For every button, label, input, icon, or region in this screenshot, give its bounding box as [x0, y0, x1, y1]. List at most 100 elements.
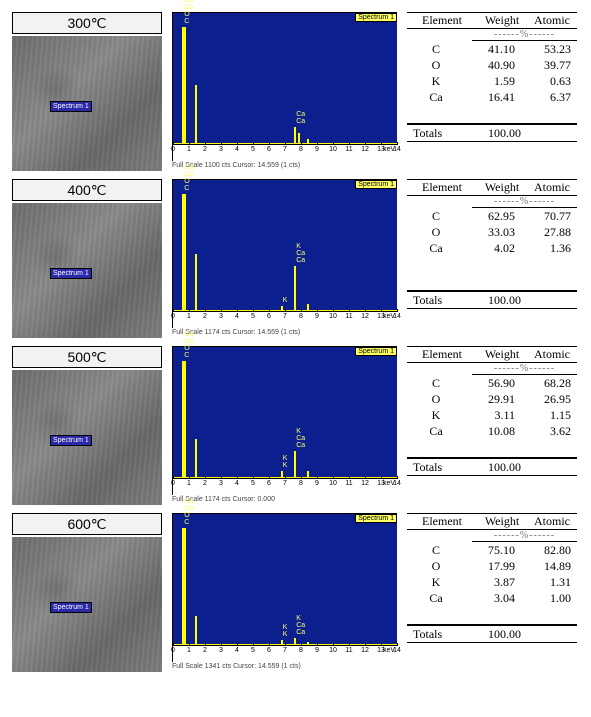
peak-label: Ca — [296, 257, 305, 264]
cell-atomic: 68.28 — [521, 375, 577, 391]
axis-tick-label: 5 — [251, 313, 255, 320]
eds-spectrum: Spectrum 1COCaCaKKCaCaK01234567891011121… — [172, 346, 397, 505]
table-header: ElementWeightAtomic — [407, 346, 577, 363]
spectrum-peak — [294, 127, 296, 145]
sem-image: Spectrum 1 — [12, 203, 162, 338]
totals-label: Totals — [407, 626, 471, 642]
peak-label: Ca — [184, 498, 193, 505]
peak-label: O — [184, 178, 189, 185]
peak-label: O — [184, 345, 189, 352]
temperature-label: 400℃ — [12, 179, 162, 201]
cell-weight: 40.90 — [465, 57, 521, 73]
peak-label: K — [296, 615, 301, 622]
axis-tick-label: 7 — [283, 480, 287, 487]
cell-atomic: 3.62 — [521, 423, 577, 439]
peak-label: O — [184, 512, 189, 519]
spectrum-peak — [294, 451, 296, 479]
axis-tick-label: 9 — [315, 647, 319, 654]
axis-tick-label: 7 — [283, 313, 287, 320]
spectrum-peak — [294, 266, 296, 312]
cell-element: O — [407, 224, 465, 240]
axis-tick-label: 5 — [251, 647, 255, 654]
totals-label: Totals — [407, 459, 471, 475]
totals-value: 100.00 — [471, 292, 527, 308]
spectrum-peak — [182, 528, 186, 646]
cell-element: Ca — [407, 240, 465, 256]
axis-tick-label: 2 — [203, 146, 207, 153]
peak-label: Ca — [296, 629, 305, 636]
table-row: Ca16.416.37 — [407, 89, 577, 105]
spectrum-peak — [195, 439, 197, 479]
col-element: Element — [407, 13, 477, 28]
peak-label: O — [184, 11, 189, 18]
axis-tick-label: 9 — [315, 313, 319, 320]
totals-label: Totals — [407, 125, 471, 141]
cell-atomic: 39.77 — [521, 57, 577, 73]
composition-table: ElementWeightAtomic------%------C75.1082… — [407, 513, 577, 672]
axis-unit: keV — [383, 146, 395, 153]
composition-table: ElementWeightAtomic------%------C62.9570… — [407, 179, 577, 338]
col-element: Element — [407, 514, 477, 529]
temperature-label: 500℃ — [12, 346, 162, 368]
axis-tick-label: 10 — [329, 146, 337, 153]
peak-label: Ca — [296, 250, 305, 257]
percent-label: ------%------ — [472, 196, 577, 208]
axis-tick-label: 2 — [203, 480, 207, 487]
axis-tick-label: 3 — [219, 647, 223, 654]
axis-tick-label: 0 — [171, 146, 175, 153]
panel-row: 400℃Spectrum 1Spectrum 1COCaCaKCaCaK0123… — [12, 179, 579, 338]
col-element: Element — [407, 347, 477, 362]
cell-weight: 33.03 — [465, 224, 521, 240]
cell-atomic: 1.31 — [521, 574, 577, 590]
spectrum-peak — [182, 27, 186, 145]
spectrum-peak — [195, 85, 197, 145]
axis-unit: keV — [383, 480, 395, 487]
cell-weight: 4.02 — [465, 240, 521, 256]
cell-atomic: 26.95 — [521, 391, 577, 407]
axis-tick-label: 7 — [283, 647, 287, 654]
axis-tick-label: 1 — [187, 146, 191, 153]
percent-label: ------%------ — [472, 530, 577, 542]
col-atomic: Atomic — [527, 180, 577, 195]
peak-label: K — [296, 428, 301, 435]
table-row: C56.9068.28 — [407, 375, 577, 391]
temperature-label: 300℃ — [12, 12, 162, 34]
peak-label: Ca — [296, 435, 305, 442]
col-element: Element — [407, 180, 477, 195]
table-header: ElementWeightAtomic — [407, 513, 577, 530]
peak-label: K — [296, 243, 301, 250]
cell-element: K — [407, 574, 465, 590]
cell-atomic: 0.63 — [521, 73, 577, 89]
cell-weight: 16.41 — [465, 89, 521, 105]
cell-element: C — [407, 41, 465, 57]
table-row: O40.9039.77 — [407, 57, 577, 73]
cell-element: C — [407, 375, 465, 391]
spectrum-peak — [195, 254, 197, 312]
axis-tick-label: 1 — [187, 480, 191, 487]
axis-tick-label: 8 — [299, 313, 303, 320]
table-row: Ca3.041.00 — [407, 590, 577, 606]
sem-panel: 500℃ Spectrum 1 — [12, 346, 162, 505]
spectrum-badge: Spectrum 1 — [355, 180, 397, 189]
cell-element: O — [407, 391, 465, 407]
cell-atomic: 1.15 — [521, 407, 577, 423]
axis-tick-label: 8 — [299, 480, 303, 487]
cell-weight: 56.90 — [465, 375, 521, 391]
axis-tick-label: 2 — [203, 647, 207, 654]
table-body: C75.1082.80O17.9914.89K3.871.31Ca3.041.0… — [407, 542, 577, 614]
peak-label: Ca — [184, 4, 193, 11]
col-atomic: Atomic — [527, 13, 577, 28]
spectrum-caption: Full Scale 1100 cts Cursor: 14.559 (1 ct… — [172, 161, 397, 171]
axis-tick-label: 6 — [267, 146, 271, 153]
axis-tick-label: 10 — [329, 313, 337, 320]
panel-row: 300℃Spectrum 1Spectrum 1COCaCaCaCa012345… — [12, 12, 579, 171]
axis-tick-label: 3 — [219, 313, 223, 320]
cell-element: C — [407, 208, 465, 224]
col-weight: Weight — [477, 13, 527, 28]
axis-tick-label: 11 — [345, 313, 352, 320]
axis-tick-label: 1 — [187, 647, 191, 654]
spectrum-tag: Spectrum 1 — [50, 435, 92, 446]
axis-unit: keV — [383, 647, 395, 654]
axis-tick-label: 6 — [267, 647, 271, 654]
table-totals: Totals100.00 — [407, 624, 577, 643]
